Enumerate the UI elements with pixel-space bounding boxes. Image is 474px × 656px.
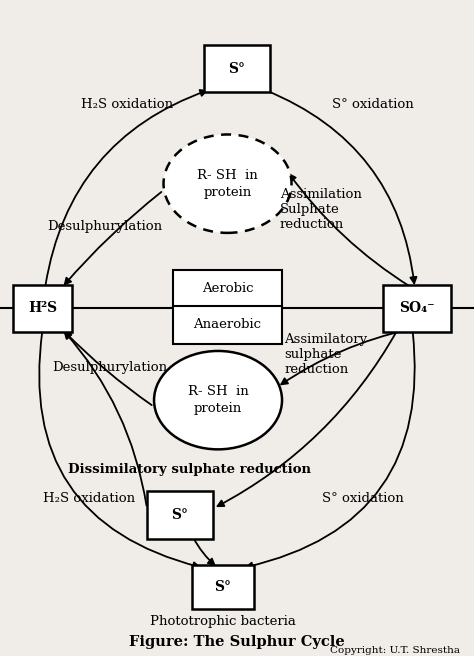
- Text: Dissimilatory sulphate reduction: Dissimilatory sulphate reduction: [68, 462, 311, 476]
- Text: H₂S oxidation: H₂S oxidation: [43, 492, 135, 505]
- Text: S°: S°: [228, 62, 246, 76]
- Ellipse shape: [164, 134, 292, 233]
- Text: Desulphurylation: Desulphurylation: [52, 361, 167, 374]
- Text: R- SH  in
protein: R- SH in protein: [197, 169, 258, 199]
- Text: S°: S°: [214, 580, 231, 594]
- Text: SO₄⁻: SO₄⁻: [399, 301, 435, 316]
- FancyBboxPatch shape: [173, 270, 282, 308]
- Text: Assimilation
Sulphate
reduction: Assimilation Sulphate reduction: [280, 188, 362, 232]
- Text: Phototrophic bacteria: Phototrophic bacteria: [150, 615, 296, 628]
- Text: S° oxidation: S° oxidation: [332, 98, 413, 112]
- Text: S°: S°: [172, 508, 189, 522]
- Text: Assimilatory
sulphate
reduction: Assimilatory sulphate reduction: [284, 333, 367, 376]
- FancyBboxPatch shape: [192, 565, 254, 609]
- FancyBboxPatch shape: [383, 285, 451, 332]
- Text: S° oxidation: S° oxidation: [322, 492, 404, 505]
- FancyBboxPatch shape: [147, 491, 213, 539]
- FancyBboxPatch shape: [204, 45, 270, 92]
- Text: Aerobic: Aerobic: [202, 282, 253, 295]
- Text: H₂S oxidation: H₂S oxidation: [81, 98, 173, 112]
- FancyBboxPatch shape: [13, 285, 72, 332]
- Text: H²S: H²S: [28, 301, 57, 316]
- FancyBboxPatch shape: [173, 306, 282, 344]
- Ellipse shape: [154, 351, 282, 449]
- Text: Figure: The Sulphur Cycle: Figure: The Sulphur Cycle: [129, 634, 345, 649]
- Text: Desulphurylation: Desulphurylation: [47, 220, 163, 233]
- Text: Copyright: U.T. Shrestha: Copyright: U.T. Shrestha: [330, 646, 460, 655]
- Text: R- SH  in
protein: R- SH in protein: [188, 385, 248, 415]
- Text: Anaerobic: Anaerobic: [193, 318, 262, 331]
